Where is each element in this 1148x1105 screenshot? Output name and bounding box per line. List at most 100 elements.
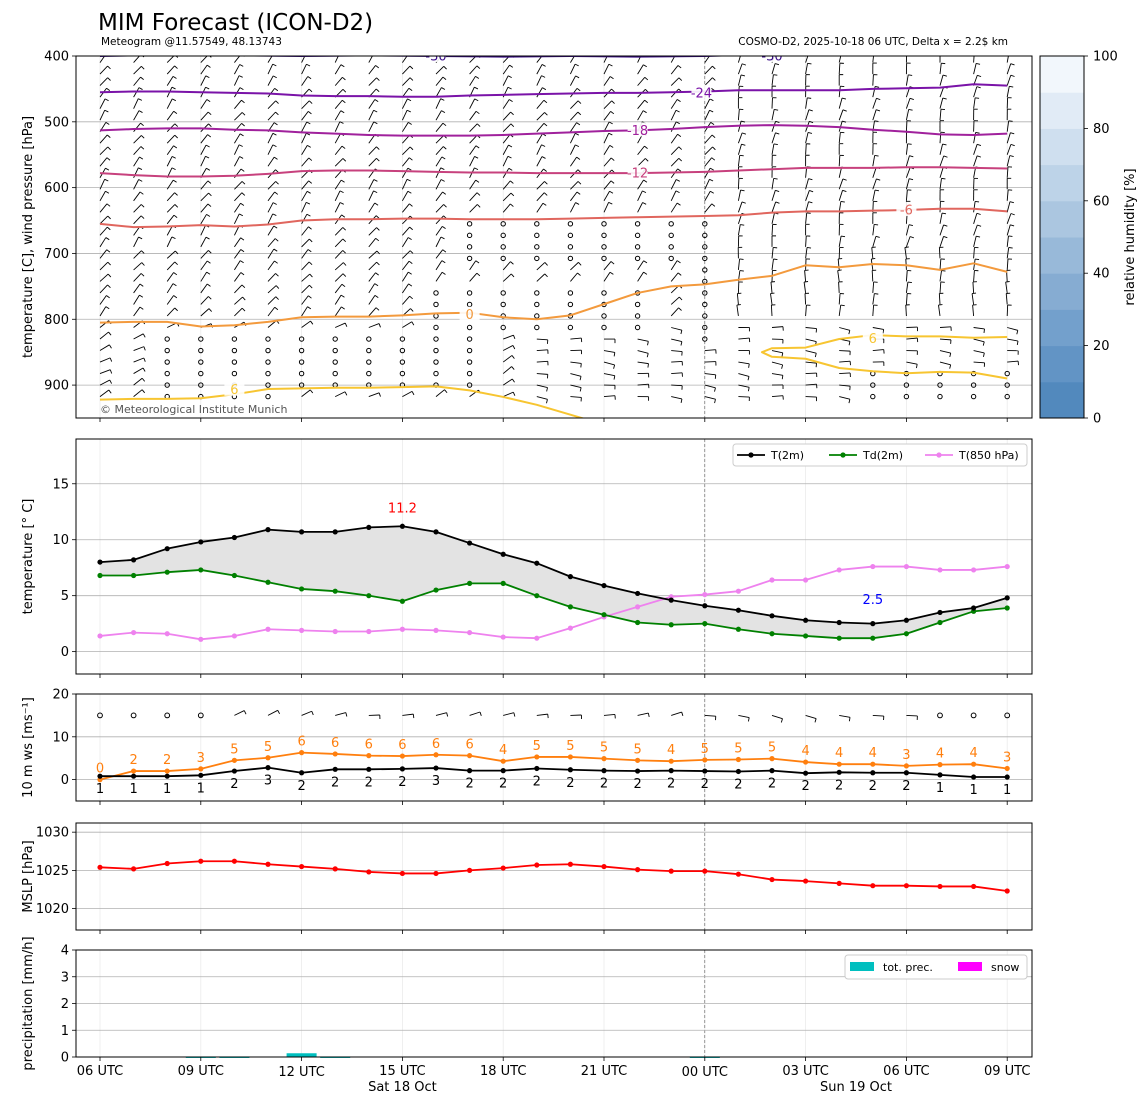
wind-barb — [872, 224, 875, 236]
wind-barb-flag — [645, 158, 649, 162]
calm-wind-marker — [601, 313, 607, 319]
calm-wind-marker — [332, 359, 338, 365]
series-marker — [601, 756, 607, 762]
wind-barb-flag — [342, 273, 347, 277]
wind-barb — [973, 213, 978, 224]
wind-barb-flag — [104, 98, 109, 102]
wind-barb — [738, 361, 750, 365]
wind-barb-flag — [272, 75, 277, 79]
wind-barb — [1006, 224, 1011, 236]
wind-barb-flag — [943, 155, 948, 158]
wind-barb — [1006, 213, 1012, 224]
wind-barb-flag — [475, 260, 480, 264]
wind-barb-flag — [804, 281, 809, 283]
wind-barb — [435, 122, 444, 132]
wind-barb — [1006, 132, 1011, 144]
wind-barb-flag — [575, 144, 580, 148]
series-marker — [903, 763, 910, 769]
x-date-label: Sat 18 Oct — [368, 1080, 437, 1095]
wind-barb-flag — [576, 53, 579, 55]
calm-wind-marker — [298, 382, 305, 388]
wind-barb — [838, 293, 841, 305]
series-marker — [567, 754, 574, 760]
wind-barb — [704, 179, 710, 190]
calm-wind-marker — [534, 324, 540, 331]
wind-barb — [939, 361, 951, 366]
wind-barb-flag — [675, 190, 680, 194]
wind-barb-flag — [676, 179, 680, 182]
wind-barb-flag — [613, 375, 616, 380]
wind-barb-flag — [975, 200, 980, 203]
series-line — [100, 569, 1008, 640]
wind-barb — [771, 121, 777, 132]
wind-barb-flag — [546, 387, 548, 392]
series-marker — [366, 524, 372, 531]
isotherm-label: -12 — [627, 167, 648, 182]
wind-barb — [469, 111, 477, 121]
wind-barb — [234, 202, 241, 213]
wind-barb — [671, 396, 683, 400]
series-marker — [534, 635, 540, 641]
wind-barb-flag — [139, 294, 144, 298]
wind-barb — [166, 295, 174, 305]
series-marker — [937, 609, 943, 616]
wind-barb-flag — [678, 157, 683, 162]
gust-label: 6 — [297, 735, 305, 750]
wind-barb — [570, 122, 577, 132]
series-marker — [467, 540, 473, 546]
wind-barb-flag — [476, 123, 481, 127]
wind-barb — [233, 75, 240, 86]
wind-barb — [200, 203, 209, 213]
wind-barb — [536, 396, 548, 400]
wind-barb-flag — [275, 169, 279, 173]
wind-barb — [603, 714, 615, 716]
wind-barb-flag — [140, 146, 145, 150]
series-marker — [635, 757, 641, 763]
isotherm-label: -30 — [425, 50, 446, 65]
isotherm-label: 0 — [465, 308, 473, 323]
calm-wind-marker — [433, 336, 439, 342]
wind-barb-flag — [241, 99, 245, 104]
wind-barb — [435, 156, 443, 167]
wind-barb — [670, 146, 680, 156]
wind-barb-flag — [976, 212, 981, 215]
wind-barb-flag — [976, 155, 982, 158]
wind-speed-label: 1 — [129, 782, 137, 797]
wind-barb — [939, 86, 945, 98]
wind-barb-flag — [848, 330, 851, 335]
wind-barb-flag — [546, 399, 548, 404]
wind-barb-flag — [141, 377, 146, 382]
wind-barb-flag — [272, 202, 277, 205]
wind-barb — [234, 249, 242, 259]
wind-barb — [368, 158, 377, 167]
wind-barb-flag — [613, 364, 616, 369]
wind-barb-flag — [712, 77, 716, 81]
wind-barb-flag — [306, 213, 311, 217]
wind-barb — [570, 202, 576, 213]
wind-barb-flag — [510, 180, 514, 184]
wind-barb-flag — [378, 392, 381, 397]
isotherm-label: -6 — [900, 204, 913, 219]
calm-wind-marker — [298, 336, 305, 342]
wind-barb — [837, 270, 840, 282]
wind-barb — [166, 65, 175, 75]
wind-barb — [166, 134, 176, 144]
calm-wind-marker — [702, 267, 708, 273]
series-marker — [198, 539, 204, 545]
wind-barb — [267, 248, 275, 259]
wind-barb — [838, 109, 844, 121]
series-marker — [668, 768, 674, 774]
isotherm-label-bg — [426, 56, 446, 62]
wind-barb — [938, 305, 941, 317]
wind-barb — [938, 247, 941, 259]
series-marker — [299, 770, 305, 776]
wind-barb-flag — [677, 53, 681, 55]
wind-barb — [670, 179, 677, 190]
wind-barb — [1006, 75, 1012, 86]
wind-barb — [402, 157, 410, 167]
wind-barb — [805, 361, 817, 364]
wind-barb-flag — [938, 304, 943, 306]
series-marker — [971, 605, 977, 611]
series-marker — [635, 768, 641, 774]
